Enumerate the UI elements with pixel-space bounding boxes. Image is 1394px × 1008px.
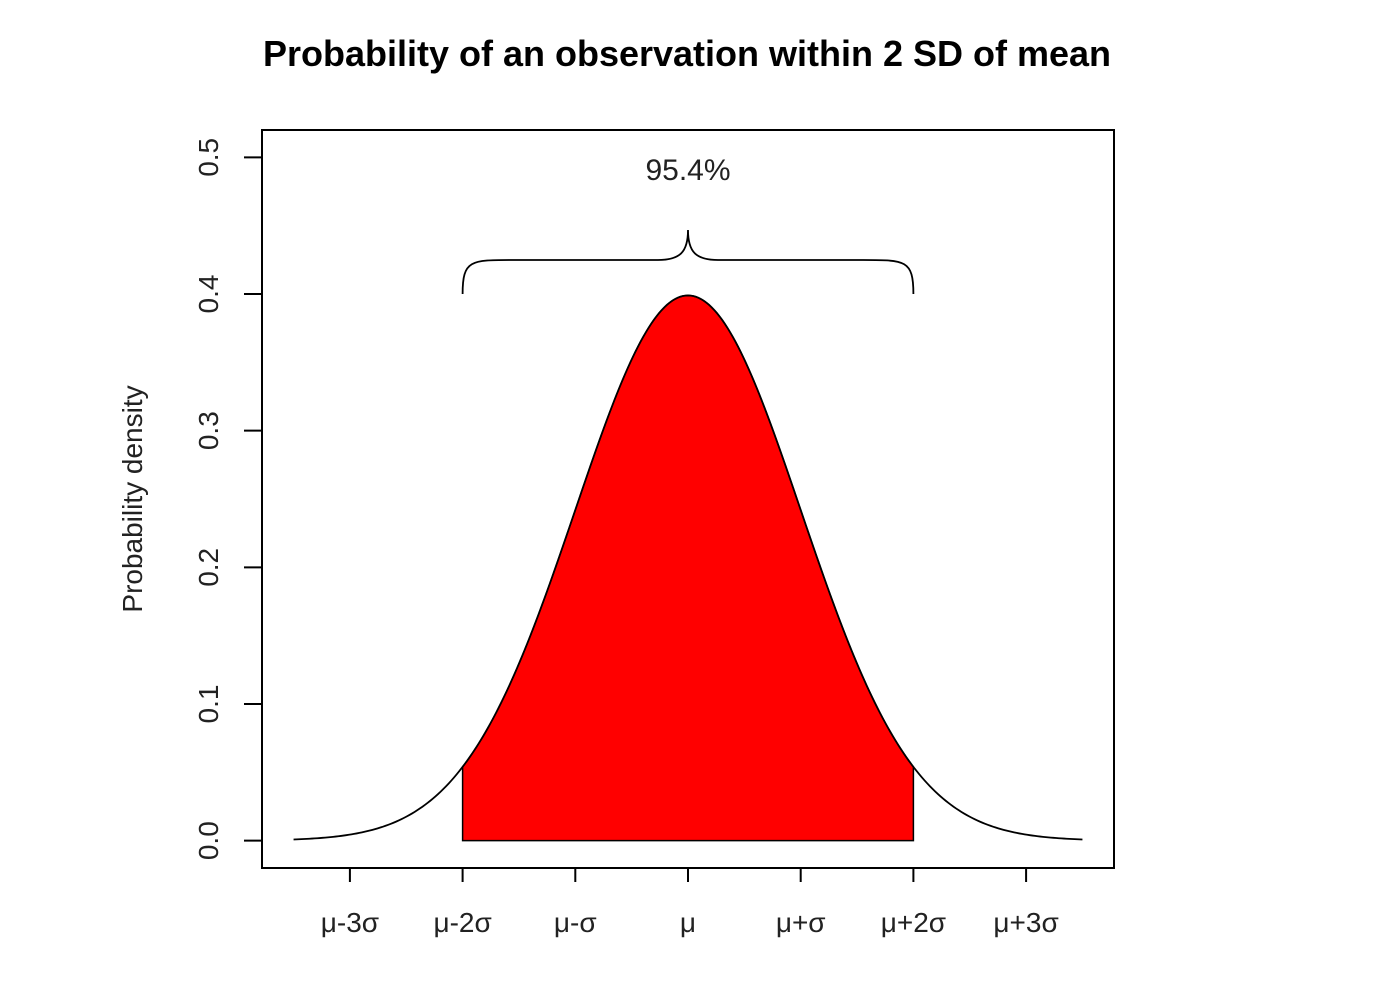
x-tick-label: μ+2σ (881, 907, 946, 938)
x-tick-label: μ-σ (554, 907, 597, 938)
y-tick-label: 0.2 (193, 548, 224, 587)
y-tick-label: 0.0 (193, 821, 224, 860)
x-tick-label: μ (680, 907, 696, 938)
y-tick-label: 0.4 (193, 275, 224, 314)
y-tick-label: 0.3 (193, 411, 224, 450)
x-axis: μ-3σ μ-2σ μ-σ μ μ+σ μ+2σ μ+3σ (321, 868, 1059, 938)
curly-brace (461, 229, 915, 295)
x-tick-label: μ+σ (776, 907, 826, 938)
chart-title: Probability of an observation within 2 S… (263, 33, 1111, 74)
x-tick-label: μ-2σ (433, 907, 491, 938)
x-tick-label: μ-3σ (321, 907, 379, 938)
y-tick-label: 0.1 (193, 685, 224, 724)
y-axis: 0.0 0.1 0.2 0.3 0.4 0.5 (193, 138, 262, 860)
y-axis-label: Probability density (117, 385, 148, 612)
density-curve (293, 294, 1083, 841)
annotation-percentage: 95.4% (645, 154, 730, 187)
x-tick-label: μ+3σ (993, 907, 1058, 938)
shaded-area-within-2sd (461, 294, 915, 842)
y-tick-label: 0.5 (193, 138, 224, 177)
